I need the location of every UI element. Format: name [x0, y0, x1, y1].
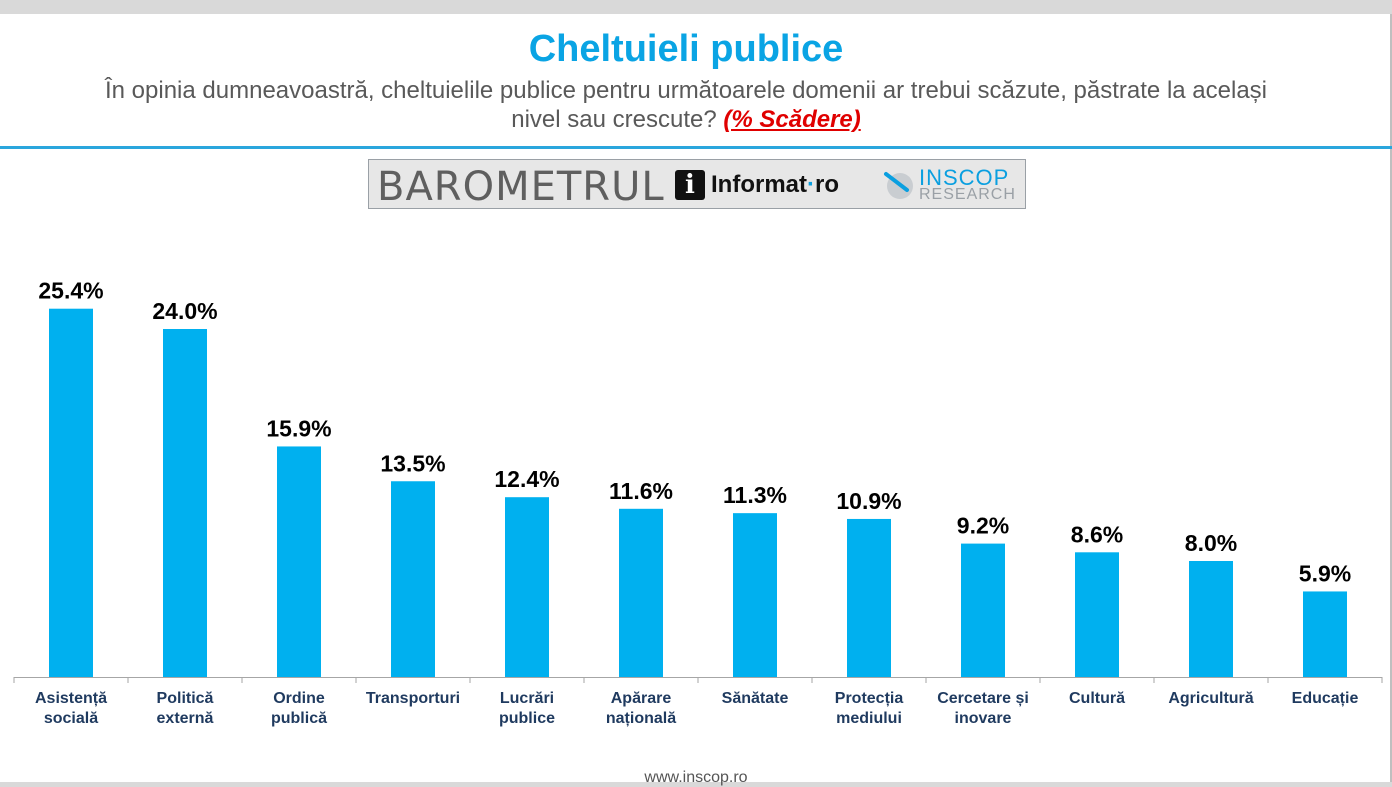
data-label: 11.6%	[609, 478, 673, 504]
data-label: 11.3%	[723, 482, 787, 508]
category-label: Educație	[1292, 690, 1359, 707]
informat-suffix: ro	[815, 171, 839, 198]
barometrul-logo: BAROMETRUL	[377, 164, 665, 210]
title-divider	[0, 146, 1392, 149]
informat-logo: i Informat·ro	[675, 168, 839, 202]
inscop-logo: INSCOP RESEARCH	[883, 165, 1023, 206]
category-label: Transporturi	[366, 690, 460, 707]
info-icon: i	[675, 170, 705, 200]
inscop-name: INSCOP	[919, 165, 1010, 190]
data-label: 13.5%	[380, 450, 445, 476]
data-label: 12.4%	[494, 466, 559, 492]
bar	[1075, 552, 1119, 677]
bar	[391, 481, 435, 677]
bar	[847, 518, 891, 677]
category-label: Ordine publică	[271, 690, 327, 727]
question-text: În opinia dumneavoastră, cheltuielile pu…	[105, 77, 1267, 133]
category-label: Asistență socială	[35, 690, 107, 727]
bar	[163, 329, 207, 677]
data-label: 5.9%	[1299, 560, 1351, 586]
data-label: 15.9%	[266, 415, 331, 441]
category-label: Agricultură	[1168, 690, 1253, 707]
inscop-sub: RESEARCH	[919, 186, 1016, 203]
informat-name: Informat	[711, 171, 807, 198]
informat-dot: ·	[807, 171, 815, 198]
logo-strip: BAROMETRUL i Informat·ro INSCOP RESEARCH	[368, 159, 1026, 210]
category-label: Cercetare și inovare	[937, 690, 1029, 727]
data-label: 8.6%	[1071, 521, 1123, 547]
page-title: Cheltuieli publice	[528, 28, 844, 70]
slide-edge	[1390, 14, 1392, 782]
informat-text: Informat·ro	[711, 171, 839, 199]
bar	[49, 308, 93, 677]
bar	[619, 508, 663, 677]
data-label: 24.0%	[152, 298, 217, 324]
bar	[505, 497, 549, 677]
bar	[1189, 561, 1233, 677]
category-label: Politică externă	[157, 690, 214, 727]
survey-question: În opinia dumneavoastră, cheltuielile pu…	[86, 76, 1286, 134]
data-label: 8.0%	[1185, 530, 1237, 556]
inscop-swoosh-icon	[884, 172, 913, 199]
question-highlight: (% Scădere)	[723, 106, 861, 133]
bar-chart: 25.4% Asistență socială 24.0% Politică extern…	[13, 278, 1383, 727]
bar	[1303, 591, 1347, 677]
footer-url: www.inscop.ro	[644, 769, 748, 786]
category-label: Lucrări publice	[499, 690, 555, 727]
category-label: Apărare națională	[606, 690, 676, 727]
category-label: Cultură	[1069, 690, 1125, 707]
bar	[277, 446, 321, 677]
slide: Cheltuieli publice În opinia dumneavoast…	[0, 14, 1392, 786]
data-label: 9.2%	[957, 513, 1009, 539]
data-label: 25.4%	[38, 278, 103, 304]
category-label: Sănătate	[722, 690, 789, 707]
data-label: 10.9%	[836, 488, 901, 514]
category-label: Protecția mediului	[835, 690, 904, 727]
bar	[961, 543, 1005, 677]
bar	[733, 513, 777, 677]
